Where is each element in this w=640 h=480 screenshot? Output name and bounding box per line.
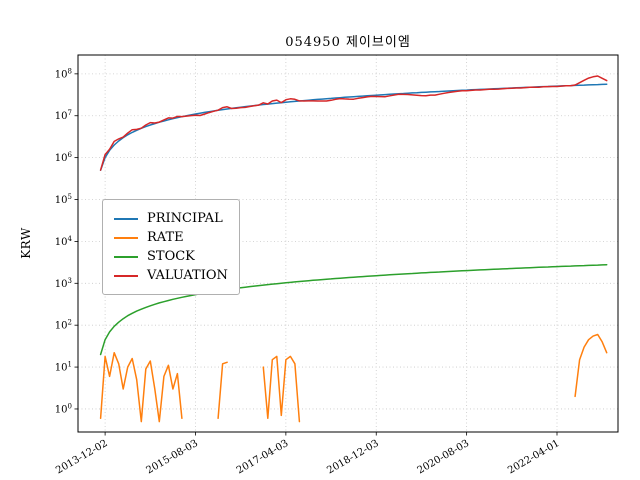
legend-item-principal: PRINCIPAL	[114, 211, 228, 226]
x-tick-label: 2013-12-02	[54, 438, 109, 476]
legend-label: STOCK	[147, 249, 195, 264]
axes-frame	[77, 54, 619, 433]
series-line-rate	[99, 333, 608, 423]
y-tick-label: 106	[55, 151, 73, 164]
legend-label: VALUATION	[147, 268, 228, 283]
y-tick-label: 101	[55, 361, 72, 374]
series-line-valuation	[99, 75, 608, 171]
y-tick-label: 103	[55, 277, 72, 290]
legend-item-stock: STOCK	[114, 249, 228, 264]
y-tick-label: 104	[55, 235, 73, 248]
legend-label: RATE	[147, 230, 184, 245]
legend-swatch-rate	[114, 236, 138, 239]
y-tick-label: 102	[55, 319, 72, 332]
x-tick-label: 2015-08-03	[145, 438, 200, 476]
x-tick-label: 2018-12-03	[325, 438, 380, 476]
y-tick-label: 105	[55, 193, 72, 206]
chart-title: 054950 제이브이엠	[285, 35, 411, 50]
y-tick-label: 107	[55, 109, 72, 122]
y-tick-label: 108	[55, 67, 72, 80]
legend-item-rate: RATE	[114, 230, 228, 245]
legend-swatch-principal	[114, 217, 138, 220]
x-tick-label: 2022-04-01	[506, 438, 561, 476]
legend-item-valuation: VALUATION	[114, 268, 228, 283]
legend-swatch-valuation	[114, 274, 138, 277]
x-tick-label: 2020-08-03	[416, 438, 471, 476]
legend-label: PRINCIPAL	[147, 211, 223, 226]
legend-swatch-stock	[114, 255, 138, 258]
x-tick-label: 2017-04-03	[235, 438, 290, 476]
y-tick-label: 100	[55, 402, 72, 415]
series-line-stock	[99, 263, 608, 356]
legend: PRINCIPAL RATE STOCK VALUATION	[102, 199, 240, 295]
